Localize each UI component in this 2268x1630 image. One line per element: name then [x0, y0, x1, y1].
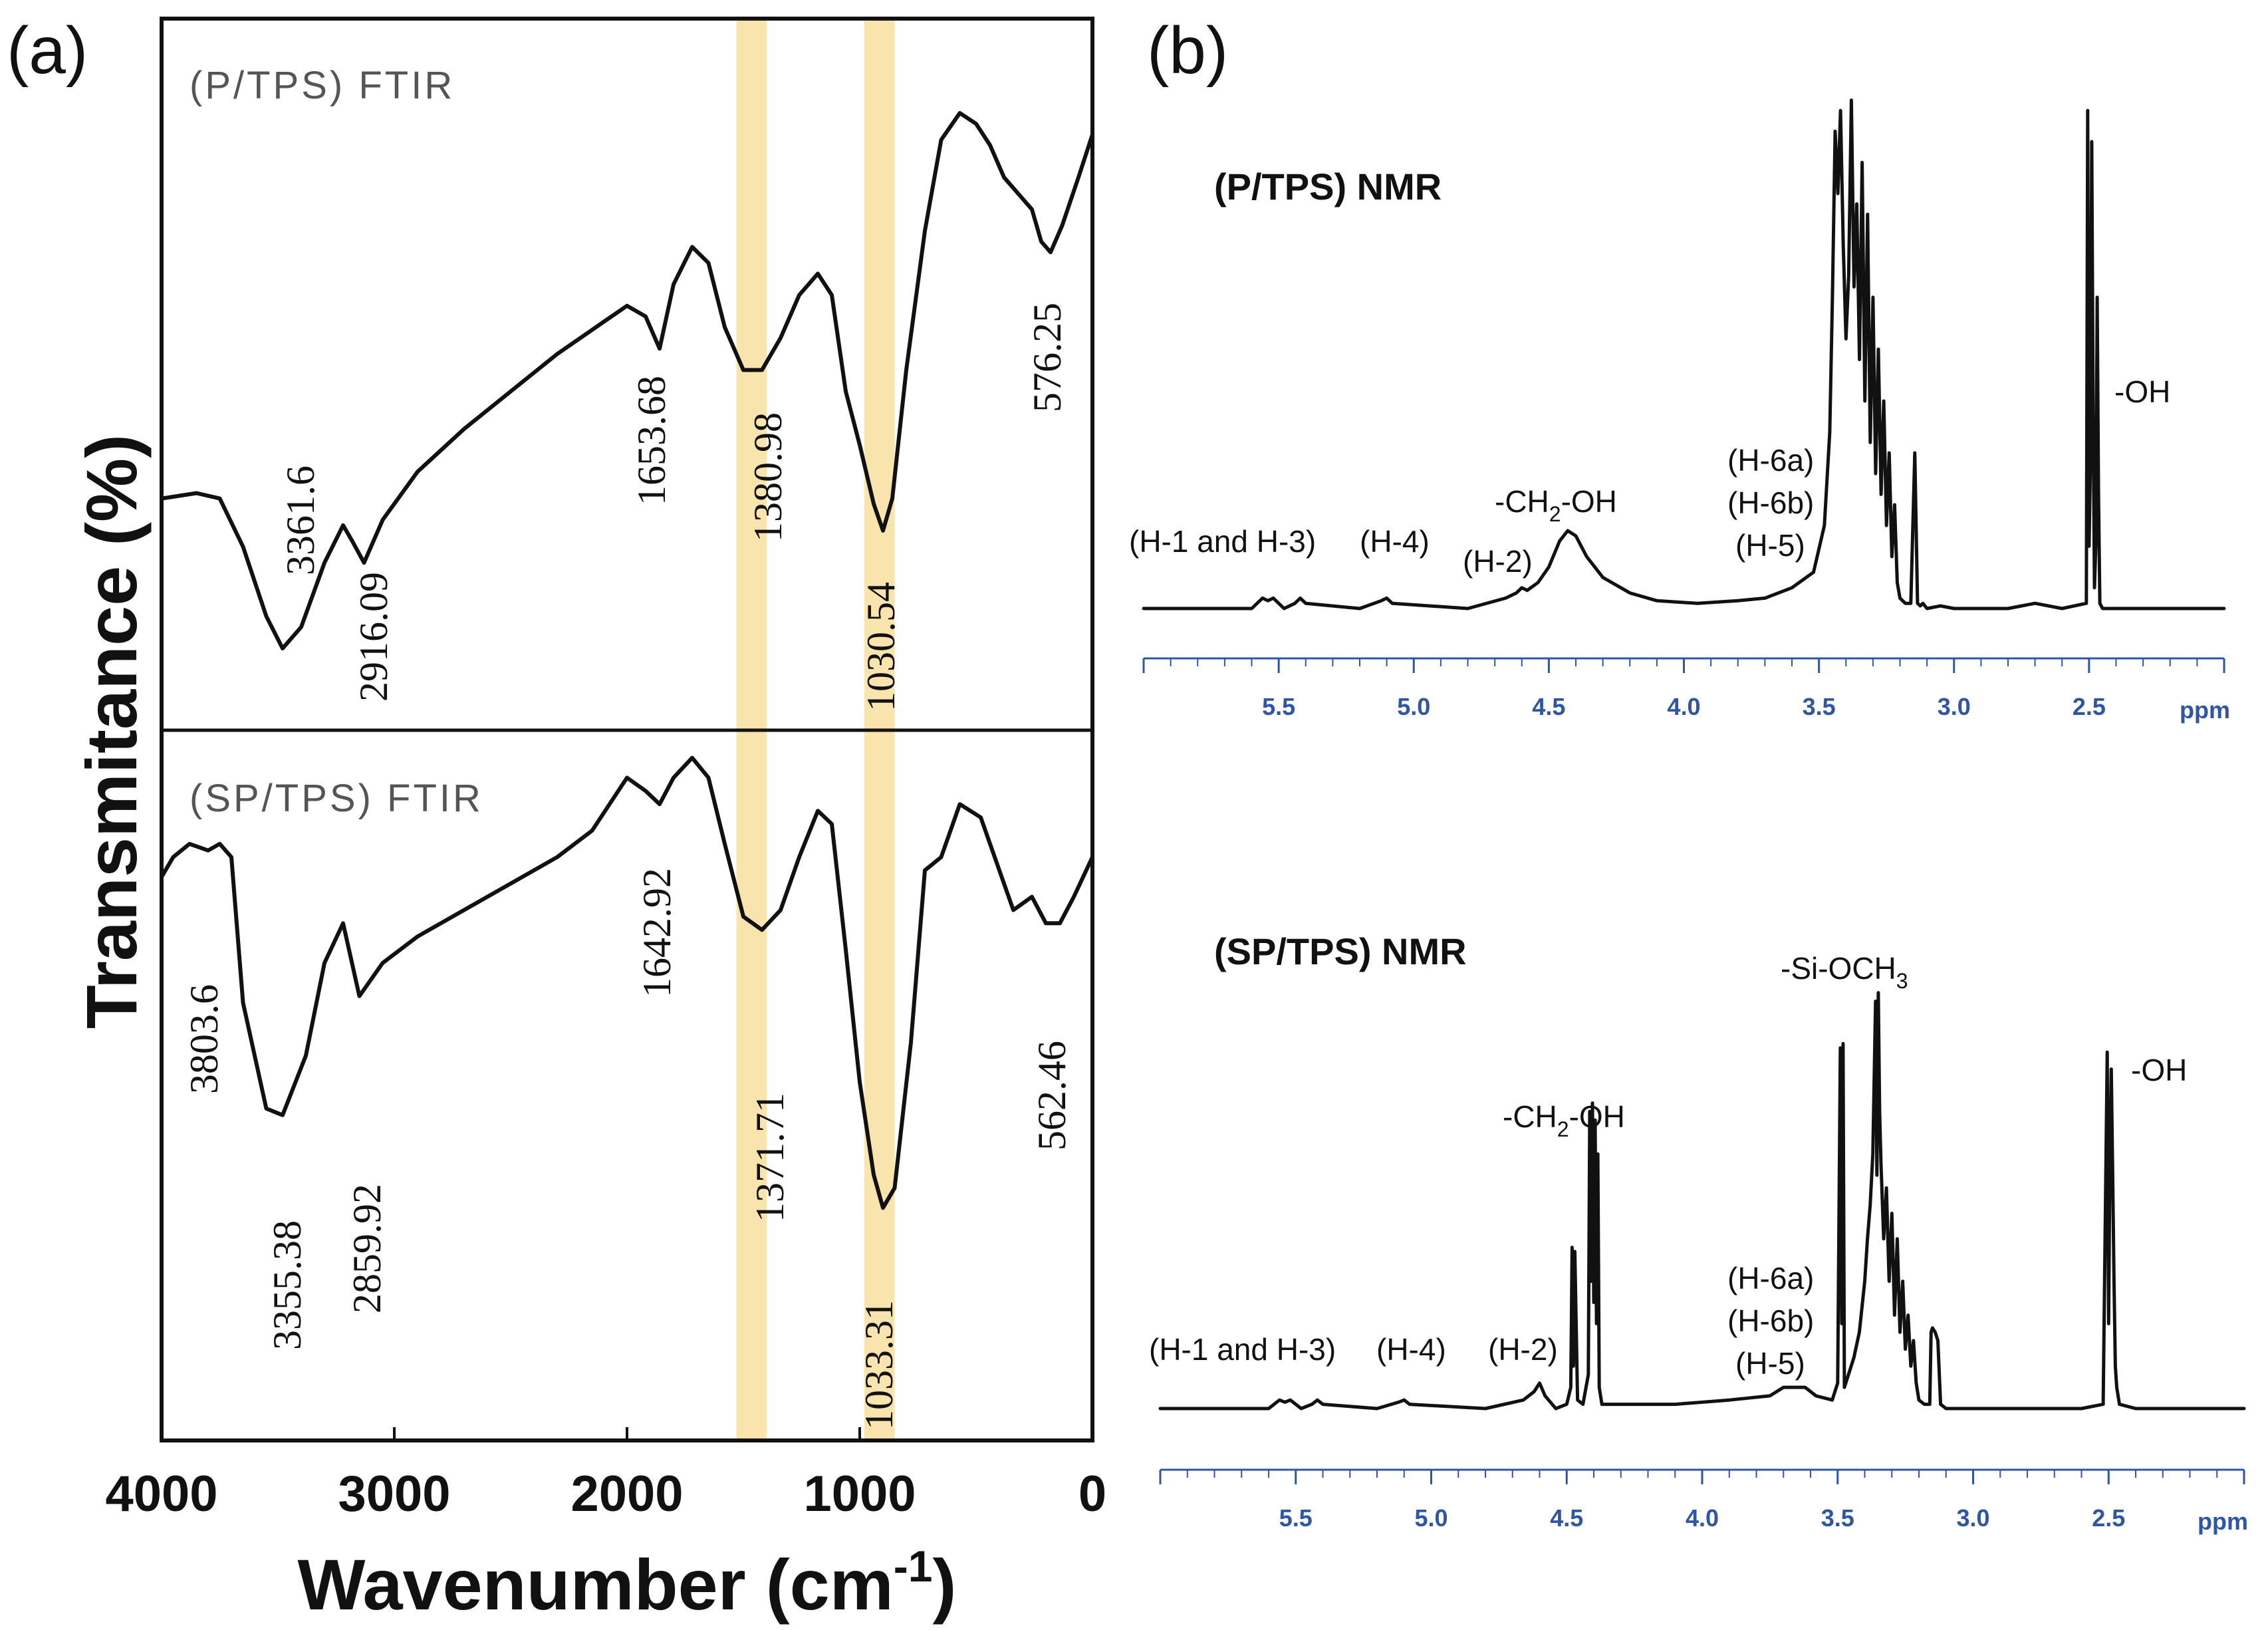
- nmr-bottom-label-sioch3: -Si-OCH3: [1781, 951, 1908, 993]
- nmr-top-label-h4: (H-4): [1360, 524, 1430, 559]
- ftir-top-spectrum: [160, 111, 1094, 650]
- nmr-top-title: (P/TPS) NMR: [1214, 166, 1442, 207]
- nmr-bottom-tick-label: 4.0: [1686, 1504, 1719, 1532]
- ftir-bottom-title: (SP/TPS) FTIR: [189, 777, 483, 820]
- nmr-bottom-label-h1-h3: (H-1 and H-3): [1149, 1332, 1336, 1367]
- nmr-bottom-label-oh: -OH: [2131, 1053, 2187, 1087]
- ftir-peak-label: 1653.68: [630, 376, 674, 505]
- ftir-x-tick-label: 0: [1078, 1466, 1106, 1522]
- nmr-top-label-h6b: (H-6b): [1727, 485, 1814, 520]
- nmr-top-unit: ppm: [2180, 696, 2230, 724]
- nmr-bottom-axis: [1159, 1468, 2245, 1484]
- nmr-top-label-h2: (H-2): [1463, 544, 1533, 579]
- nmr-bottom-label-ch2oh: -CH2-OH: [1503, 1099, 1625, 1141]
- ftir-peak-label: 3355.38: [265, 1220, 309, 1350]
- nmr-bottom-tick-label: 2.5: [2092, 1504, 2125, 1532]
- ftir-peak-label: 1030.54: [859, 582, 903, 712]
- nmr-top-tick-labels: 5.5 5.0 4.5 4.0 3.5 3.0 2.5: [1262, 693, 2106, 720]
- ftir-x-axis-label: Wavenumber (cm-1): [298, 1542, 957, 1625]
- nmr-top-label-oh: -OH: [2114, 374, 2170, 409]
- nmr-bottom-tick-label: 3.0: [1956, 1504, 1989, 1532]
- ftir-peak-label: 1371.71: [748, 1093, 792, 1222]
- nmr-top-axis: [1142, 657, 2225, 673]
- ftir-peak-label: 2859.92: [345, 1184, 389, 1313]
- nmr-top-tick-label: 5.0: [1397, 693, 1430, 720]
- ftir-y-axis-label: Transmitance (%): [71, 434, 152, 1029]
- panel-a: (a) (P/TPS) FTIR (SP/TPS) FTIR 3361.6 29…: [7, 13, 1106, 1625]
- nmr-top-tick-label: 3.0: [1938, 693, 1971, 720]
- nmr-bottom-tick-label: 5.5: [1279, 1504, 1313, 1532]
- ftir-bottom-spectrum: [160, 755, 1094, 1210]
- nmr-bottom-spectrum: [1158, 991, 2246, 1411]
- ftir-tick-marks: [160, 1427, 1094, 1440]
- nmr-bottom-tick-labels: 5.5 5.0 4.5 4.0 3.5 3.0 2.5: [1279, 1504, 2126, 1532]
- nmr-top-spectrum: [1142, 98, 2226, 611]
- ftir-peak-label: 562.46: [1030, 1041, 1074, 1151]
- nmr-top-tick-label: 5.5: [1262, 693, 1295, 720]
- panel-b-letter: (b): [1147, 13, 1228, 88]
- nmr-bottom-tick-label: 3.5: [1821, 1504, 1854, 1532]
- nmr-top-label-h1-h3: (H-1 and H-3): [1129, 524, 1316, 559]
- nmr-top-label-ch2oh: -CH2-OH: [1495, 484, 1617, 526]
- nmr-top-tick-label: 3.5: [1803, 693, 1836, 720]
- panel-b: (b) (P/TPS) NMR 5.5 5.0 4.5 4.0 3.5 3.0 …: [1129, 13, 2248, 1535]
- ftir-peak-label: 3361.6: [279, 466, 322, 575]
- ftir-top-title: (P/TPS) FTIR: [189, 64, 455, 107]
- nmr-bottom-label-h4: (H-4): [1376, 1332, 1446, 1367]
- nmr-bottom-label-h2: (H-2): [1488, 1332, 1558, 1367]
- nmr-bottom-unit: ppm: [2198, 1508, 2248, 1535]
- ftir-peak-label: 1380.98: [746, 412, 790, 542]
- nmr-bottom-tick-label: 5.0: [1414, 1504, 1448, 1532]
- ftir-x-tick-label: 2000: [570, 1466, 683, 1522]
- nmr-bottom-label-h6a: (H-6a): [1727, 1261, 1814, 1295]
- ftir-peak-label: 1033.31: [857, 1300, 901, 1430]
- nmr-top-label-h6a: (H-6a): [1727, 443, 1814, 477]
- nmr-bottom-label-h5: (H-5): [1735, 1346, 1805, 1381]
- nmr-top-tick-label: 4.0: [1667, 693, 1700, 720]
- ftir-x-tick-label: 4000: [105, 1466, 217, 1522]
- ftir-peak-label: 576.25: [1025, 303, 1069, 412]
- nmr-top-label-h5: (H-5): [1735, 528, 1805, 563]
- nmr-bottom-tick-label: 4.5: [1550, 1504, 1583, 1532]
- ftir-x-tick-label: 3000: [338, 1466, 450, 1522]
- nmr-bottom-title: (SP/TPS) NMR: [1214, 930, 1467, 972]
- ftir-peak-label: 1642.92: [635, 868, 679, 998]
- nmr-top-tick-label: 2.5: [2073, 693, 2106, 720]
- ftir-x-tick-label: 1000: [803, 1466, 916, 1522]
- nmr-bottom-label-h6b: (H-6b): [1727, 1303, 1814, 1338]
- ftir-peak-label: 3803.6: [182, 984, 226, 1094]
- ftir-peak-label: 2916.09: [352, 572, 396, 702]
- panel-a-letter: (a): [7, 13, 88, 88]
- nmr-top-tick-label: 4.5: [1532, 693, 1565, 720]
